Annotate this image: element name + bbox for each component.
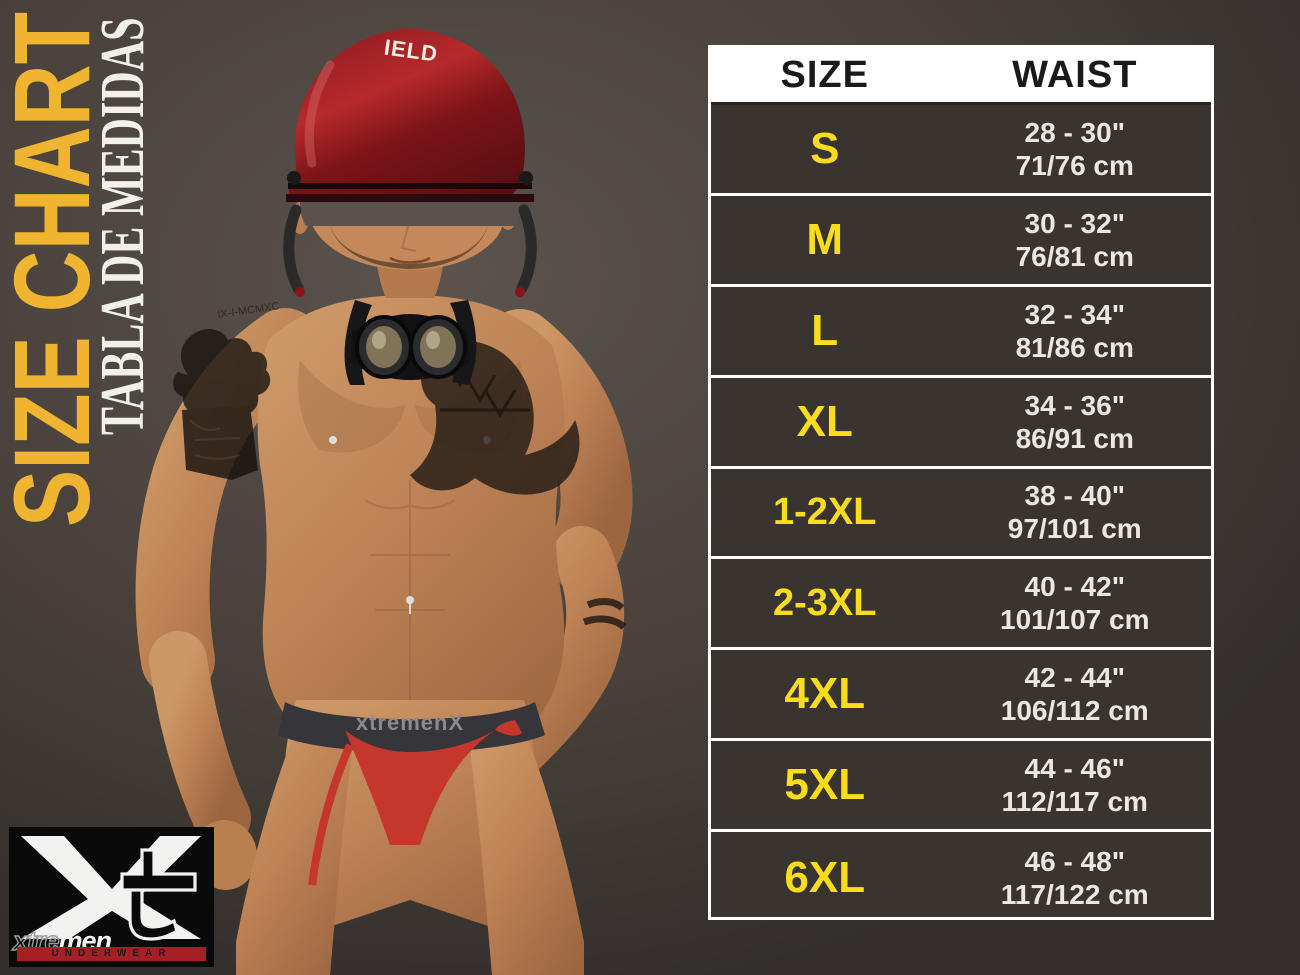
svg-text:xtremenX: xtremenX bbox=[356, 710, 464, 735]
